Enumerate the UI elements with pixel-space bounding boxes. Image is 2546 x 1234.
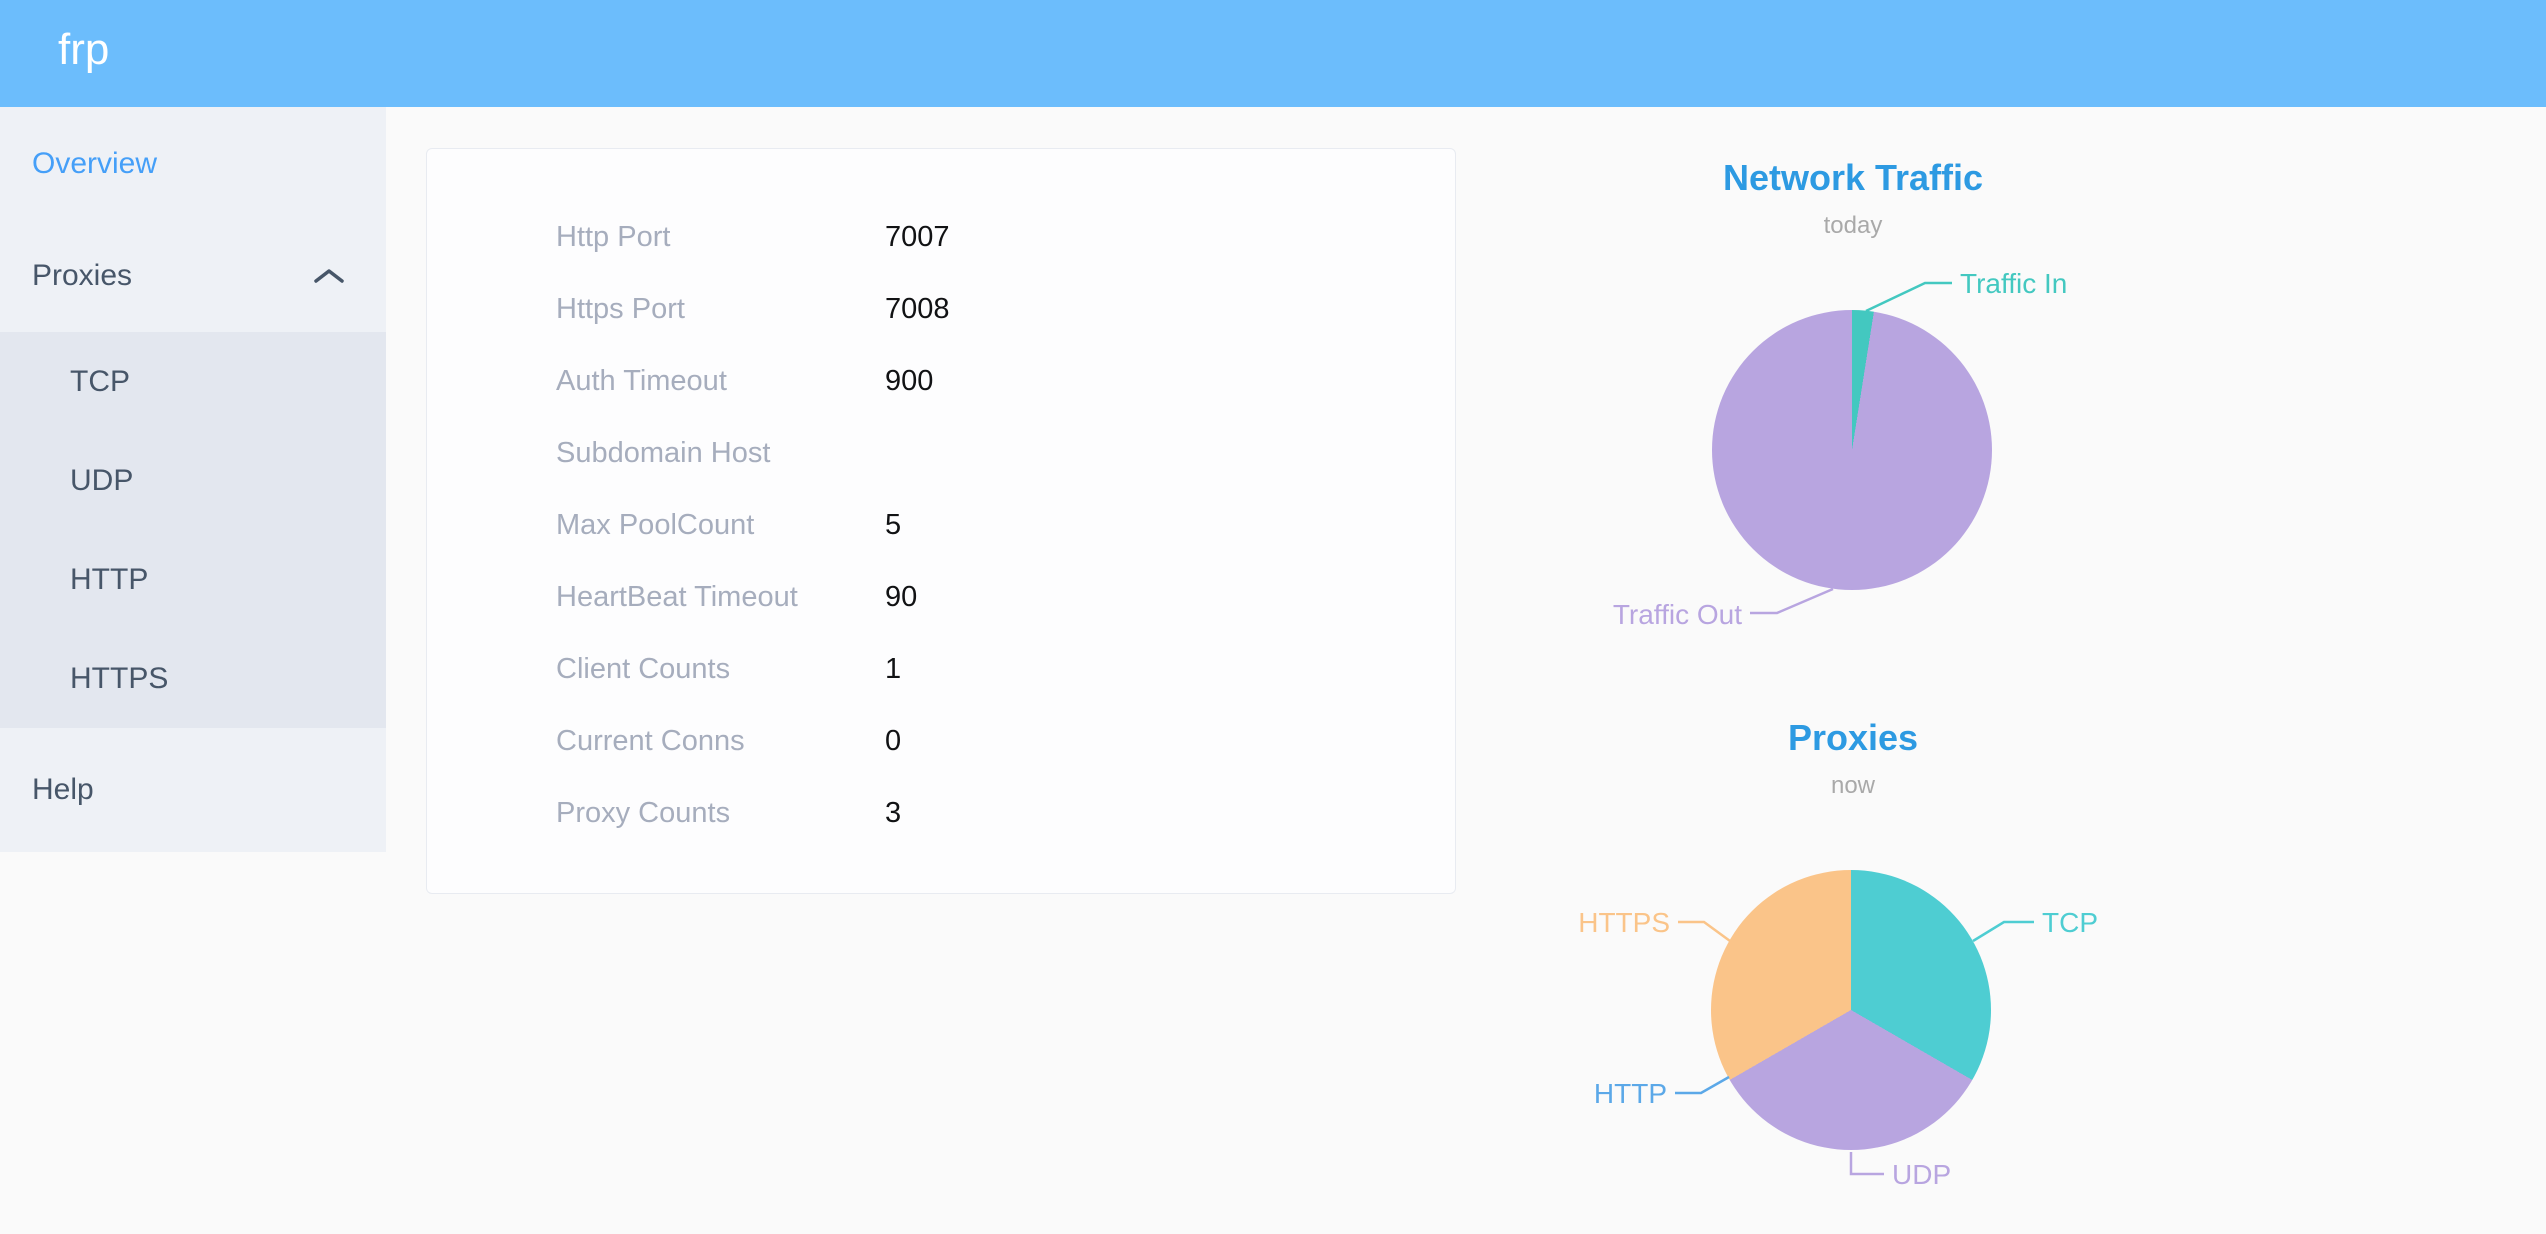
row-value: 7008	[885, 292, 950, 325]
row-value: 1	[885, 652, 902, 685]
sidebar-item-https[interactable]: HTTPS	[0, 629, 386, 728]
svg-text:Traffic In: Traffic In	[1960, 268, 2067, 299]
row-value: 90	[885, 580, 918, 613]
row-value: 5	[885, 508, 902, 541]
proxies-submenu: TCP UDP HTTP HTTPS	[0, 332, 386, 728]
row-value: 7007	[885, 220, 950, 253]
traffic-in-label: Traffic In	[1865, 268, 2067, 313]
table-row: Http Port 7007	[427, 201, 1455, 273]
table-row: Max PoolCount 5	[427, 489, 1455, 561]
http-label: HTTP	[1594, 1075, 1730, 1109]
table-row: Auth Timeout 900	[427, 345, 1455, 417]
sidebar-item-label: Overview	[32, 146, 158, 180]
sidebar-item-label: Proxies	[32, 259, 133, 292]
table-row: Client Counts 1	[427, 633, 1455, 705]
svg-text:HTTP: HTTP	[1594, 1078, 1667, 1109]
row-label: Max PoolCount	[556, 508, 755, 541]
sidebar-item-label: HTTPS	[70, 661, 169, 695]
tcp-label: TCP	[1972, 907, 2098, 943]
sidebar-item-label: TCP	[70, 364, 130, 398]
sidebar-item-label: Help	[32, 773, 94, 806]
row-label: HeartBeat Timeout	[556, 580, 798, 613]
sidebar: Overview Proxies TCP UDP HTTP HTTPS Help	[0, 107, 386, 852]
traffic-out-label: Traffic Out	[1613, 587, 1834, 630]
table-row: Subdomain Host	[427, 417, 1455, 489]
table-row: HeartBeat Timeout 90	[427, 561, 1455, 633]
table-row: Https Port 7008	[427, 273, 1455, 345]
row-label: Current Conns	[556, 724, 745, 757]
sidebar-item-overview[interactable]: Overview	[0, 107, 386, 220]
svg-text:UDP: UDP	[1892, 1159, 1951, 1190]
row-label: Subdomain Host	[556, 436, 771, 469]
network-traffic-pie[interactable]	[1712, 310, 1992, 590]
server-info-card: Http Port 7007 Https Port 7008 Auth Time…	[426, 148, 1456, 894]
network-traffic-chart-title: Network Traffic	[1722, 157, 1984, 198]
proxies-pie[interactable]	[1711, 870, 1991, 1150]
row-value: 0	[885, 724, 902, 757]
row-label: Https Port	[556, 292, 685, 325]
header: frp	[0, 0, 2546, 107]
table-row: Current Conns 0	[427, 705, 1455, 777]
proxies-chart-subtitle: now	[1830, 772, 1876, 799]
svg-text:Traffic Out: Traffic Out	[1613, 599, 1742, 630]
sidebar-item-label: HTTP	[70, 562, 149, 596]
sidebar-item-label: UDP	[70, 463, 134, 497]
sidebar-item-proxies[interactable]: Proxies	[0, 220, 386, 332]
proxies-chart-title: Proxies	[1787, 717, 1919, 758]
app-logo: frp	[58, 25, 110, 74]
row-label: Http Port	[556, 220, 671, 253]
svg-text:HTTPS: HTTPS	[1578, 907, 1670, 938]
svg-text:TCP: TCP	[2042, 907, 2098, 938]
sidebar-item-http[interactable]: HTTP	[0, 530, 386, 629]
sidebar-item-help[interactable]: Help	[0, 728, 386, 852]
row-label: Proxy Counts	[556, 796, 731, 829]
table-row: Proxy Counts 3	[427, 777, 1455, 849]
row-value: 900	[885, 364, 934, 397]
sidebar-item-udp[interactable]: UDP	[0, 431, 386, 530]
sidebar-item-tcp[interactable]: TCP	[0, 332, 386, 431]
chevron-up-icon	[314, 269, 344, 283]
row-label: Client Counts	[556, 652, 731, 685]
network-traffic-chart-subtitle: today	[1823, 212, 1883, 239]
https-label: HTTPS	[1578, 907, 1731, 943]
row-label: Auth Timeout	[556, 364, 727, 397]
udp-label: UDP	[1849, 1152, 1951, 1190]
row-value: 3	[885, 796, 902, 829]
